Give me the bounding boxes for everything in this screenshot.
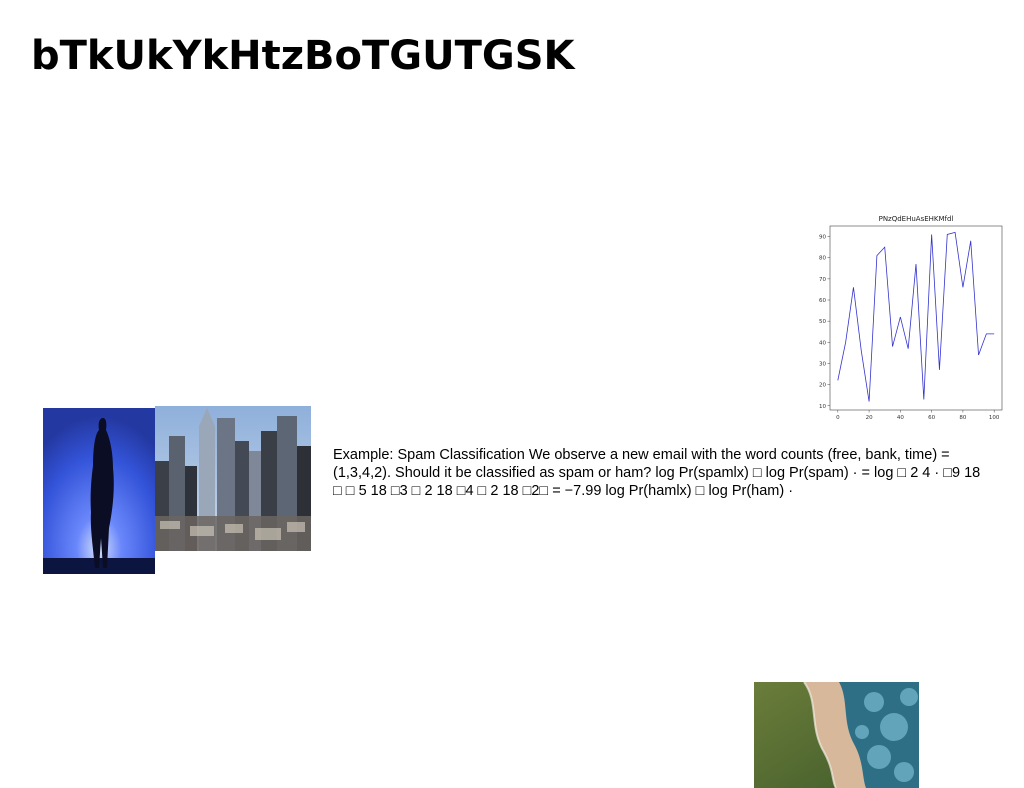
- y-tick-label: 20: [819, 383, 826, 389]
- x-tick-label: 100: [989, 415, 1000, 421]
- y-tick-label: 50: [819, 319, 826, 325]
- line-chart-svg: PNzQdEHuAsEHKMfdl 0 20 40 60 80 100 10 20 30 40 50 6…: [819, 215, 1003, 421]
- y-tick-label: 40: [819, 340, 826, 346]
- city-skyline-photo: [155, 406, 311, 551]
- silhouette-photo: [43, 408, 155, 574]
- coast-aerial-photo: [754, 682, 919, 788]
- y-tick-label: 30: [819, 361, 826, 367]
- y-tick-label: 80: [819, 256, 826, 262]
- x-tick-label: 60: [928, 415, 935, 421]
- x-tick-label: 80: [959, 415, 966, 421]
- chart-title: PNzQdEHuAsEHKMfdl: [879, 215, 954, 223]
- line-chart: PNzQdEHuAsEHKMfdl 0 20 40 60 80 100 10 20 30 40 50 6…: [812, 210, 1008, 426]
- y-tick-label: 90: [819, 235, 826, 241]
- x-tick-label: 0: [836, 415, 840, 421]
- x-tick-label: 20: [866, 415, 873, 421]
- x-tick-label: 40: [897, 415, 904, 421]
- series-line: [837, 231, 995, 402]
- y-tick-label: 60: [819, 298, 826, 304]
- plot-frame: [829, 225, 1003, 411]
- page-title: bTkUkYkHtzBoTGUTGSK: [31, 33, 575, 79]
- y-tick-label: 10: [819, 404, 826, 410]
- example-text: Example: Spam Classification We observe …: [333, 447, 981, 499]
- y-tick-label: 70: [819, 277, 826, 283]
